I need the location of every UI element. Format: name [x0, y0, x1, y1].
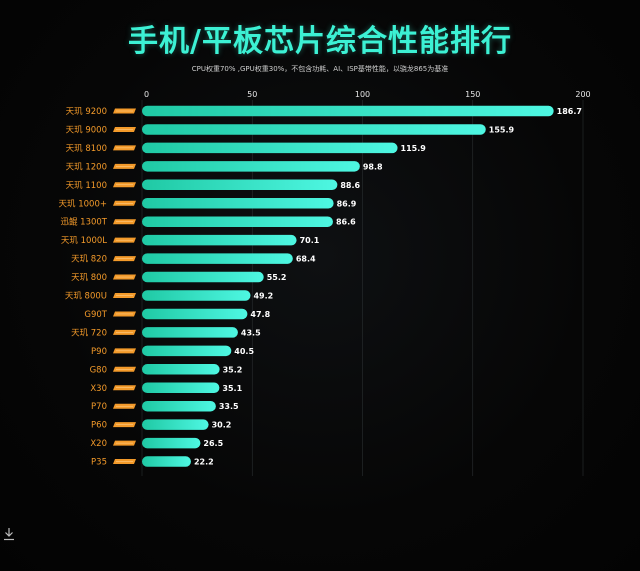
category-label: G80	[90, 365, 107, 375]
value-label: 98.8	[363, 162, 383, 171]
bar	[142, 216, 333, 227]
bar-row: X20 26.5	[90, 437, 224, 449]
category-label: 天玑 9200	[66, 107, 107, 117]
value-label: 30.2	[212, 421, 232, 430]
category-label: G90T	[84, 310, 107, 320]
bar	[142, 105, 554, 117]
bar	[142, 382, 220, 393]
bar	[142, 198, 334, 209]
bar-row: 天玑 9000 155.9	[66, 124, 515, 135]
bar	[142, 234, 297, 246]
bar-row: 天玑 800U 49.2	[65, 290, 273, 302]
bar-row: X30 35.1	[90, 382, 243, 394]
value-label: 55.2	[267, 273, 287, 282]
category-label: P60	[91, 421, 107, 431]
category-label: 迅鲲 1300T	[60, 217, 107, 228]
category-label: 天玑 720	[71, 328, 107, 338]
category-label: X20	[90, 439, 107, 449]
chart-subtitle: CPU权重70% ,GPU权重30%，不包含功耗、AI、ISP基带性能，以骁龙8…	[191, 65, 449, 73]
bar-row: 天玑 8100 115.9	[66, 142, 427, 154]
category-label: 天玑 1000L	[61, 236, 107, 246]
value-label: 186.7	[557, 107, 582, 116]
value-label: 40.5	[234, 347, 254, 356]
bar-row: P90 40.5	[91, 345, 254, 357]
category-label: P90	[91, 347, 107, 357]
bar	[142, 364, 220, 375]
bar-row: 天玑 9200 186.7	[66, 105, 582, 117]
bar	[142, 308, 248, 320]
category-label: P35	[91, 458, 107, 468]
category-label: 天玑 800U	[65, 292, 107, 302]
category-label: 天玑 1200	[66, 162, 107, 172]
value-label: 26.5	[203, 439, 223, 448]
category-label: 天玑 800	[71, 273, 107, 283]
bar	[142, 345, 232, 357]
bar-row: 天玑 800 55.2	[71, 271, 287, 283]
value-label: 70.1	[300, 236, 320, 245]
value-label: 88.6	[340, 181, 360, 190]
x-tick-label: 0	[144, 90, 149, 99]
value-label: 86.9	[337, 199, 357, 208]
x-tick-label: 150	[465, 90, 480, 99]
value-label: 22.2	[194, 458, 214, 467]
grid-lines	[141, 100, 584, 476]
download-icon[interactable]	[3, 527, 15, 541]
bar-row: 天玑 820 68.4	[71, 253, 316, 265]
category-label: 天玑 820	[71, 255, 107, 265]
bars: 天玑 9200 186.7 天玑 9000 155.9 天玑 8100 115.9 天玑 1…	[59, 105, 582, 468]
bar	[142, 271, 264, 283]
category-label: 天玑 1000+	[59, 199, 107, 209]
value-label: 68.4	[296, 255, 316, 264]
value-label: 33.5	[219, 402, 239, 411]
bar-row: 天玑 1100 88.6	[66, 179, 361, 191]
value-label: 86.6	[336, 218, 356, 227]
bar-row: P70 33.5	[91, 400, 239, 412]
bar-row: 迅鲲 1300T 86.6	[60, 216, 356, 228]
value-label: 49.2	[253, 292, 273, 301]
x-tick-label: 50	[247, 90, 257, 99]
bar-row: G90T 47.8	[84, 308, 271, 320]
x-tick-label: 200	[575, 90, 590, 99]
value-label: 155.9	[489, 125, 515, 134]
bar	[142, 437, 201, 449]
bar	[142, 253, 293, 264]
bar-row: P35 22.2	[91, 456, 214, 468]
bar-row: 天玑 720 43.5	[71, 327, 261, 338]
category-label: P70	[91, 402, 107, 412]
category-label: 天玑 1100	[66, 181, 107, 191]
x-axis-ticks: 0 50 100 150 200	[144, 90, 591, 99]
bar	[142, 419, 209, 430]
bar-row: G80 35.2	[90, 364, 243, 375]
chart-title: 手机/平板芯片综合性能排行	[128, 24, 512, 59]
bar	[142, 142, 398, 154]
category-label: 天玑 8100	[66, 144, 107, 154]
bar	[142, 456, 191, 467]
x-tick-label: 100	[355, 90, 370, 99]
bar	[142, 124, 486, 135]
bar-row: 天玑 1000+ 86.9	[59, 198, 357, 209]
bar-row: 天玑 1200 98.8	[66, 161, 383, 172]
bar	[142, 290, 251, 301]
bar	[142, 400, 216, 412]
bar	[142, 179, 338, 191]
bar-row: 天玑 1000L 70.1	[61, 234, 320, 246]
category-label: X30	[90, 384, 107, 394]
value-label: 35.1	[222, 384, 242, 393]
value-label: 35.2	[223, 365, 243, 374]
bar-row: P60 30.2	[91, 419, 232, 431]
value-label: 47.8	[250, 310, 270, 319]
category-label: 天玑 9000	[66, 125, 107, 135]
bar	[142, 161, 360, 172]
value-label: 115.9	[401, 144, 427, 153]
bar	[142, 327, 238, 338]
value-label: 43.5	[241, 328, 261, 337]
